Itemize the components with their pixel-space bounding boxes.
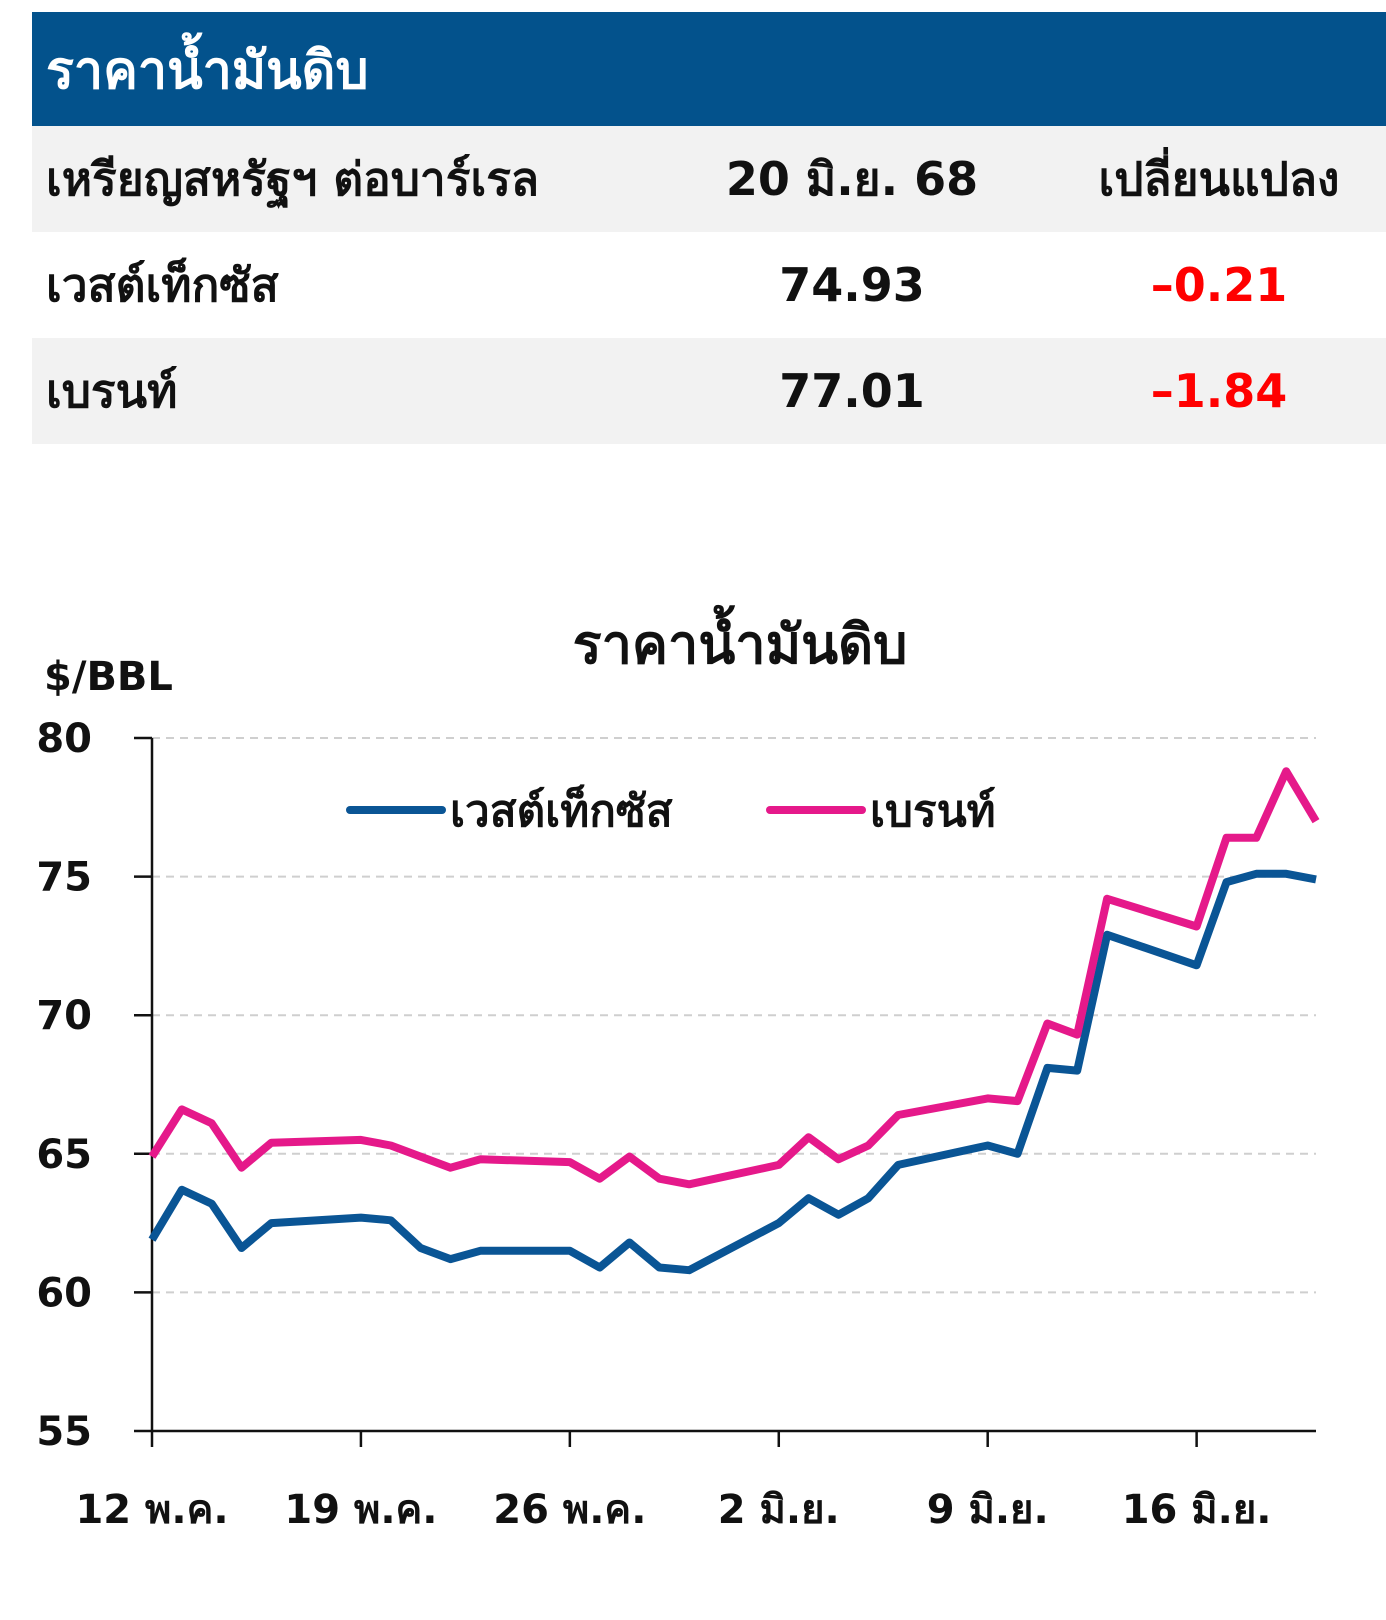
x-tick-label: 19 พ.ค. [284,1487,437,1533]
y-tick-label: 70 [36,993,92,1039]
row-price: 74.93 [779,258,925,312]
table-header-row: เหรียญสหรัฐฯ ต่อบาร์เรล 20 มิ.ย. 68 เปลี… [32,126,1386,232]
x-tick-label: 16 มิ.ย. [1122,1487,1272,1533]
row-change: –1.84 [1150,364,1288,418]
legend-label: เวสต์เท็กซัส [450,784,673,837]
table-row-brent: เบรนท์ 77.01 –1.84 [32,338,1386,444]
x-tick-label: 2 มิ.ย. [718,1487,840,1533]
header-date: 20 มิ.ย. 68 [725,151,979,206]
y-tick-label: 80 [36,716,92,762]
grid-lines [152,737,1316,1294]
table-row-wti: เวสต์เท็กซัส 74.93 –0.21 [32,232,1386,338]
y-tick-label: 65 [36,1132,92,1178]
row-price: 77.01 [779,364,925,418]
x-tick-label: 12 พ.ค. [75,1487,228,1533]
series-lines [148,767,1320,1275]
price-table: ราคาน้ำมันดิบ เหรียญสหรัฐฯ ต่อบาร์เรล 20… [32,12,1386,444]
header-unit: เหรียญสหรัฐฯ ต่อบาร์เรล [46,151,540,206]
y-axis-label: $/BBL [44,654,173,700]
axes [134,736,1316,1447]
y-tick-label: 55 [36,1409,92,1455]
table-title: ราคาน้ำมันดิบ [32,12,1386,126]
legend-label: เบรนท์ [870,786,996,837]
row-name: เบรนท์ [46,363,178,418]
x-tick-label: 26 พ.ค. [493,1487,646,1533]
y-tick-label: 75 [36,855,92,901]
x-tick-labels: 12 พ.ค. 19 พ.ค. 26 พ.ค. 2 มิ.ย. 9 มิ.ย. 16 มิ… [75,1487,1271,1533]
y-tick-label: 60 [36,1270,92,1316]
x-tick-label: 9 มิ.ย. [927,1487,1049,1533]
series-line [148,767,1320,1189]
y-tick-labels: 80 75 70 65 60 55 [36,716,92,1455]
header-change: เปลี่ยนแปลง [1098,151,1340,206]
chart-title: ราคาน้ำมันดิบ [573,605,908,676]
row-name: เวสต์เท็กซัส [46,257,279,312]
row-change: –0.21 [1150,258,1288,312]
legend: เวสต์เท็กซัส เบรนท์ [346,784,996,837]
series-line [148,869,1317,1275]
